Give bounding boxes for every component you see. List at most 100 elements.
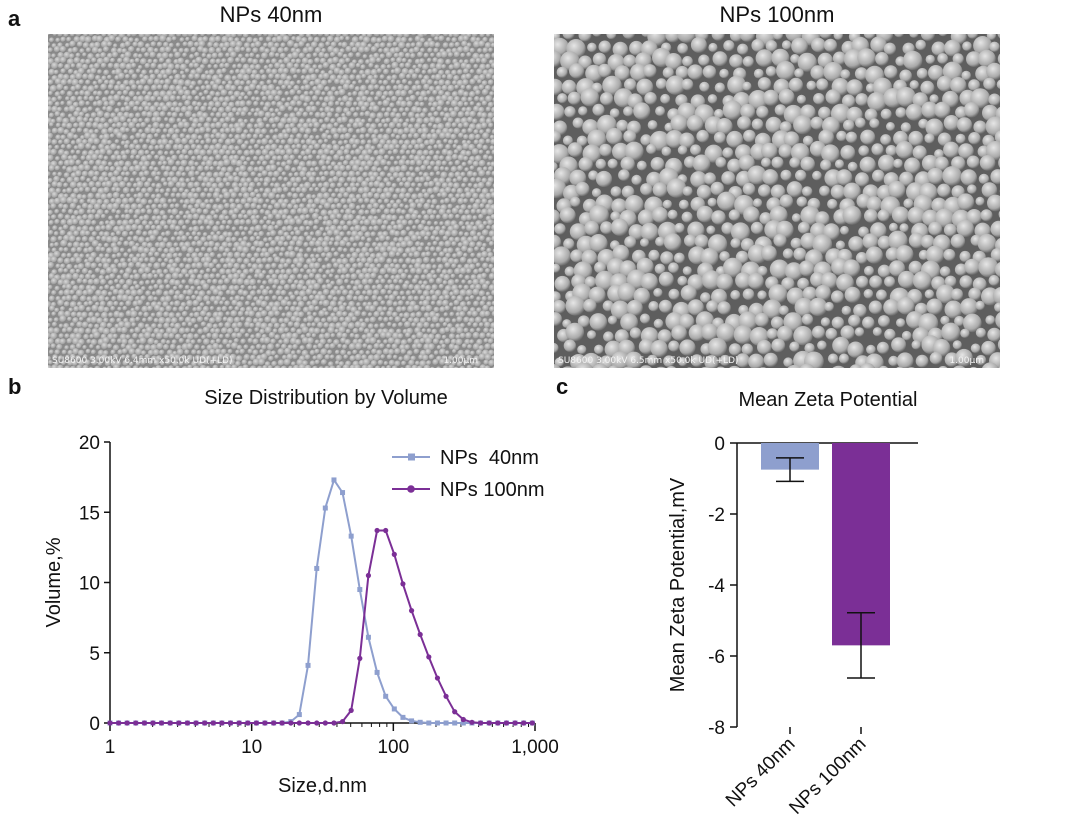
sem-particle	[171, 165, 178, 172]
sem-particle	[306, 53, 312, 59]
sem-particle	[432, 101, 439, 108]
sem-particle	[135, 187, 141, 192]
sem-particle	[255, 84, 262, 91]
sem-particle	[322, 192, 330, 200]
sem-particle	[242, 34, 249, 38]
sem-particle	[462, 142, 470, 150]
sem-particle	[475, 177, 482, 183]
sem-particle	[128, 219, 135, 225]
sem-particle	[189, 53, 195, 60]
sem-particle	[457, 165, 464, 172]
sem-particle	[238, 192, 244, 198]
sem-particle	[451, 153, 459, 161]
sem-particle	[438, 35, 445, 42]
sem-particle	[163, 41, 169, 48]
sem-particle	[475, 123, 483, 131]
sem-particle	[141, 187, 148, 194]
sem-particle	[190, 187, 197, 194]
sem-particle	[142, 143, 149, 150]
sem-particle	[296, 111, 303, 118]
sem-particle	[355, 34, 361, 37]
sem-particle	[681, 78, 694, 91]
sem-particle	[371, 165, 378, 173]
sem-particle	[321, 37, 327, 43]
sem-particle	[312, 225, 319, 231]
sem-particle	[66, 166, 74, 174]
sem-particle	[343, 192, 350, 198]
sem-particle	[358, 198, 364, 204]
sem-particle	[60, 90, 66, 96]
sem-particle	[432, 186, 440, 194]
sem-particle	[154, 175, 161, 182]
sem-particle	[137, 149, 145, 157]
sem-particle	[329, 170, 336, 177]
sem-particle	[374, 96, 379, 101]
sem-particle	[75, 84, 82, 91]
sem-particle	[223, 41, 231, 49]
sem-particle	[328, 69, 334, 76]
sem-particle	[445, 37, 451, 42]
sem-particle	[249, 160, 256, 167]
sem-particle	[157, 203, 163, 209]
sem-particle	[385, 214, 393, 222]
sem-particle	[447, 203, 453, 210]
sem-particle	[187, 40, 195, 48]
sem-particle	[337, 140, 344, 146]
sem-particle	[184, 59, 190, 65]
sem-particle	[154, 219, 160, 226]
sem-particle	[246, 100, 253, 107]
sem-particle	[186, 213, 194, 221]
sem-particle	[857, 48, 876, 67]
sem-particle	[333, 36, 341, 44]
sem-particle	[232, 171, 238, 177]
sem-particle	[135, 80, 141, 86]
sem-particle	[261, 74, 267, 81]
sem-particle	[300, 85, 306, 91]
sem-particle	[281, 214, 288, 220]
sem-particle	[196, 208, 203, 215]
sem-particle	[458, 132, 464, 139]
sem-particle	[392, 34, 399, 37]
sem-particle	[202, 232, 208, 237]
sem-particle	[396, 122, 402, 129]
sem-particle	[68, 105, 76, 113]
sem-particle	[446, 73, 454, 81]
sem-particle	[178, 47, 184, 54]
sem-particle	[403, 85, 410, 92]
sem-particle	[301, 187, 308, 194]
sem-particle	[120, 203, 126, 209]
sem-image-100nm: SU8600 3.00kV 6.5mm x50.0k UD(+LD) 1.00μ…	[554, 34, 1000, 368]
sem-particle	[224, 215, 230, 221]
sem-particle	[178, 165, 185, 173]
sem-particle	[208, 69, 215, 76]
sem-particle	[91, 231, 98, 237]
sem-particle	[312, 52, 318, 58]
sem-particle	[265, 198, 270, 204]
sem-particle	[75, 52, 81, 58]
sem-particle	[105, 180, 113, 188]
sem-particle	[165, 68, 173, 76]
sem-particle	[217, 52, 224, 59]
sem-particle	[457, 111, 465, 118]
sem-particle	[253, 232, 259, 237]
sem-particle	[54, 209, 60, 214]
sem-particle	[56, 116, 63, 124]
sem-particle	[441, 94, 449, 102]
sem-particle	[247, 57, 254, 64]
sem-particle	[150, 95, 157, 102]
sem-particle	[157, 96, 162, 102]
sem-particle	[211, 182, 218, 190]
sem-particle	[132, 160, 139, 166]
sem-particle	[125, 149, 131, 155]
sem-particle	[364, 89, 370, 96]
sem-particle	[303, 95, 312, 103]
sem-particle	[230, 117, 236, 123]
sem-particle	[339, 35, 345, 41]
sem-particle	[101, 75, 107, 81]
sem-particle	[351, 209, 357, 215]
sem-particle	[243, 160, 248, 166]
sem-particle	[396, 223, 404, 231]
sem-particle	[417, 223, 425, 231]
sem-particle	[485, 192, 492, 200]
sem-particle	[240, 46, 246, 52]
